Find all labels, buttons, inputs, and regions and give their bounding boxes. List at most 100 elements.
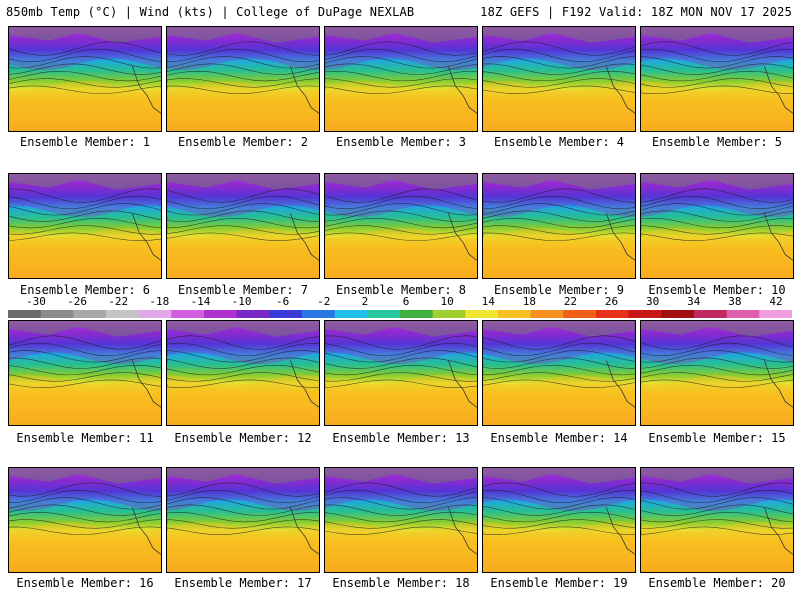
ensemble-panel-7	[166, 173, 320, 279]
temperature-map	[483, 174, 635, 278]
temperature-map	[167, 174, 319, 278]
colorbar-segment	[334, 310, 368, 318]
colorbar-segment	[236, 310, 270, 318]
ensemble-member-label: Ensemble Member: 3	[335, 135, 467, 149]
ensemble-member-label: Ensemble Member: 20	[648, 576, 786, 590]
ensemble-member-label: Ensemble Member: 17	[174, 576, 312, 590]
ensemble-member-label: Ensemble Member: 15	[648, 431, 786, 445]
colorbar-segment	[106, 310, 140, 318]
temperature-map	[641, 27, 793, 131]
colorbar-segment	[628, 310, 662, 318]
ensemble-panel-19	[482, 467, 636, 573]
ensemble-panel-12	[166, 320, 320, 426]
colorbar-tick: 14	[481, 295, 495, 308]
colorbar-segment	[498, 310, 532, 318]
colorbar-tick: 26	[604, 295, 619, 308]
ensemble-panel-13	[324, 320, 478, 426]
colorbar-segment	[40, 310, 74, 318]
ensemble-member-label: Ensemble Member: 19	[490, 576, 628, 590]
temperature-map	[641, 321, 793, 425]
ensemble-member-label: Ensemble Member: 1	[19, 135, 151, 149]
temperature-map	[167, 468, 319, 572]
ensemble-panel-6	[8, 173, 162, 279]
temperature-map	[325, 468, 477, 572]
ensemble-panel-17	[166, 467, 320, 573]
colorbar-segment	[726, 310, 760, 318]
colorbar-segment	[432, 310, 466, 318]
colorbar-segment	[661, 310, 695, 318]
colorbar-segment	[8, 310, 42, 318]
ensemble-panel-15	[640, 320, 794, 426]
ensemble-member-label: Ensemble Member: 4	[493, 135, 625, 149]
ensemble-member-label: Ensemble Member: 9	[493, 283, 625, 297]
temperature-colorbar	[8, 310, 792, 318]
colorbar-segment	[465, 310, 499, 318]
ensemble-panel-10	[640, 173, 794, 279]
temperature-map	[9, 27, 161, 131]
colorbar-tick: 18	[522, 295, 536, 308]
temperature-map	[641, 174, 793, 278]
colorbar-segment	[400, 310, 434, 318]
colorbar-segment	[367, 310, 401, 318]
colorbar-segment	[563, 310, 597, 318]
ensemble-member-label: Ensemble Member: 10	[648, 283, 786, 297]
model-run-info: 18Z GEFS | F192 Valid: 18Z MON NOV 17 20…	[480, 5, 792, 19]
temperature-map	[9, 468, 161, 572]
colorbar-tick-labels: -30 -26 -22 -18 -14 -10 -6 -2 2 6 10 14 18 22 26 30 34 38…	[8, 295, 792, 309]
temperature-map	[325, 174, 477, 278]
ensemble-member-label: Ensemble Member: 11	[16, 431, 154, 445]
ensemble-panel-20	[640, 467, 794, 573]
ensemble-panel-14	[482, 320, 636, 426]
colorbar-tick: 30	[646, 295, 660, 308]
ensemble-member-label: Ensemble Member: 2	[177, 135, 309, 149]
colorbar-tick: 22	[563, 295, 578, 308]
colorbar-segment	[596, 310, 630, 318]
temperature-map	[325, 321, 477, 425]
colorbar-tick: 10	[440, 295, 454, 308]
colorbar-tick: -6	[276, 295, 290, 308]
ensemble-panel-9	[482, 173, 636, 279]
colorbar-tick: -26	[67, 295, 88, 308]
colorbar-segment	[204, 310, 238, 318]
ensemble-member-label: Ensemble Member: 14	[490, 431, 628, 445]
ensemble-panel-3	[324, 26, 478, 132]
temperature-map	[167, 321, 319, 425]
colorbar-tick: 38	[728, 295, 742, 308]
colorbar-segment	[138, 310, 172, 318]
colorbar-tick: -18	[149, 295, 170, 308]
colorbar-segment	[302, 310, 336, 318]
ensemble-panel-5	[640, 26, 794, 132]
ensemble-member-label: Ensemble Member: 12	[174, 431, 312, 445]
ensemble-member-label: Ensemble Member: 7	[177, 283, 309, 297]
colorbar-tick: -14	[190, 295, 211, 308]
colorbar-tick: 6	[402, 295, 410, 308]
colorbar-tick: -30	[26, 295, 46, 308]
colorbar-segment	[269, 310, 303, 318]
temperature-map	[9, 174, 161, 278]
temperature-map	[641, 468, 793, 572]
map-title: 850mb Temp (°C) | Wind (kts) | College o…	[6, 5, 415, 19]
colorbar-tick: -2	[317, 295, 331, 308]
ensemble-member-label: Ensemble Member: 16	[16, 576, 154, 590]
ensemble-panel-18	[324, 467, 478, 573]
ensemble-member-label: Ensemble Member: 8	[335, 283, 467, 297]
colorbar-segment	[530, 310, 564, 318]
temperature-map	[167, 27, 319, 131]
colorbar-segment	[694, 310, 728, 318]
ensemble-panel-1	[8, 26, 162, 132]
colorbar-tick: 42	[769, 295, 783, 308]
ensemble-panel-2	[166, 26, 320, 132]
temperature-map	[9, 321, 161, 425]
ensemble-panel-11	[8, 320, 162, 426]
colorbar-tick: -10	[231, 295, 252, 308]
colorbar-segment	[171, 310, 205, 318]
ensemble-member-label: Ensemble Member: 5	[651, 135, 783, 149]
colorbar-segment	[73, 310, 107, 318]
temperature-map	[483, 321, 635, 425]
temperature-map	[325, 27, 477, 131]
colorbar-tick: 2	[361, 295, 369, 308]
ensemble-member-label: Ensemble Member: 18	[332, 576, 470, 590]
ensemble-member-label: Ensemble Member: 13	[332, 431, 470, 445]
colorbar-segment	[759, 310, 792, 318]
ensemble-panel-4	[482, 26, 636, 132]
